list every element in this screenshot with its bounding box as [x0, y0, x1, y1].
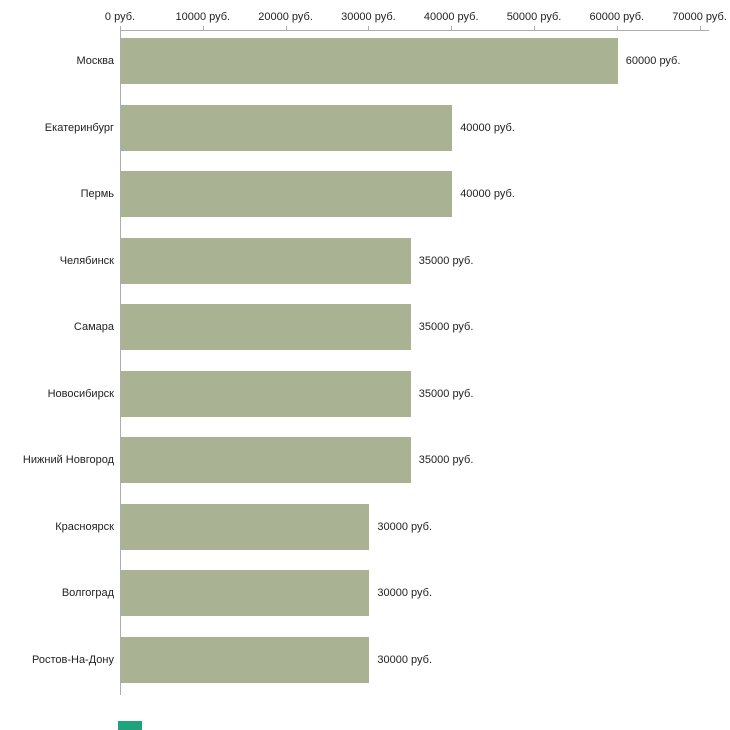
x-tick-mark [616, 26, 618, 30]
x-tick-mark [699, 26, 701, 30]
category-label: Екатеринбург [44, 121, 114, 134]
bar [121, 38, 618, 84]
bar [121, 636, 370, 683]
x-tick-mark [534, 26, 535, 30]
value-label: 30000 руб. [377, 653, 433, 666]
category-label: Новосибирск [47, 387, 114, 400]
value-label: 30000 руб. [377, 587, 433, 599]
category-label: Ростов-На-Дону [31, 653, 114, 666]
category-label: Пермь [80, 188, 114, 200]
x-tick-mark [120, 26, 121, 30]
x-tick-mark [202, 26, 204, 30]
value-label: 35000 руб. [418, 454, 474, 466]
value-label: 60000 руб. [625, 55, 681, 67]
x-tick-label: 70000 руб. [672, 11, 727, 23]
bar [121, 171, 453, 217]
x-tick-label: 20000 руб. [258, 11, 313, 23]
x-tick-label: 10000 руб. [175, 11, 231, 23]
y-axis-line [120, 30, 121, 695]
bar [121, 437, 411, 483]
x-tick-mark [368, 26, 370, 30]
x-tick-label: 30000 руб. [341, 11, 396, 23]
category-label: Волгоград [61, 587, 114, 599]
x-tick-label: 60000 руб. [589, 11, 645, 23]
x-tick-label: 40000 руб. [423, 11, 479, 23]
bar [121, 304, 411, 350]
x-tick-mark [451, 26, 453, 30]
value-label: 40000 руб. [460, 188, 515, 200]
value-label: 30000 руб. [377, 520, 433, 533]
value-label: 35000 руб. [418, 387, 474, 400]
x-axis-line [120, 30, 709, 31]
x-tick-mark [285, 26, 287, 30]
category-label: Москва [76, 55, 114, 67]
bar [121, 370, 411, 417]
category-label: Самара [73, 321, 114, 333]
bar [121, 503, 370, 550]
bar [121, 237, 411, 284]
x-tick-label: 0 руб. [104, 11, 136, 23]
category-label: Красноярск [55, 520, 114, 533]
x-tick-label: 50000 руб. [506, 11, 562, 23]
category-label: Нижний Новгород [22, 454, 114, 466]
value-label: 40000 руб. [460, 121, 515, 134]
value-label: 35000 руб. [418, 321, 474, 333]
watermark-fragment [118, 721, 142, 730]
bar [121, 570, 370, 616]
value-label: 35000 руб. [418, 254, 474, 267]
bar [121, 104, 453, 151]
category-label: Челябинск [59, 254, 114, 267]
